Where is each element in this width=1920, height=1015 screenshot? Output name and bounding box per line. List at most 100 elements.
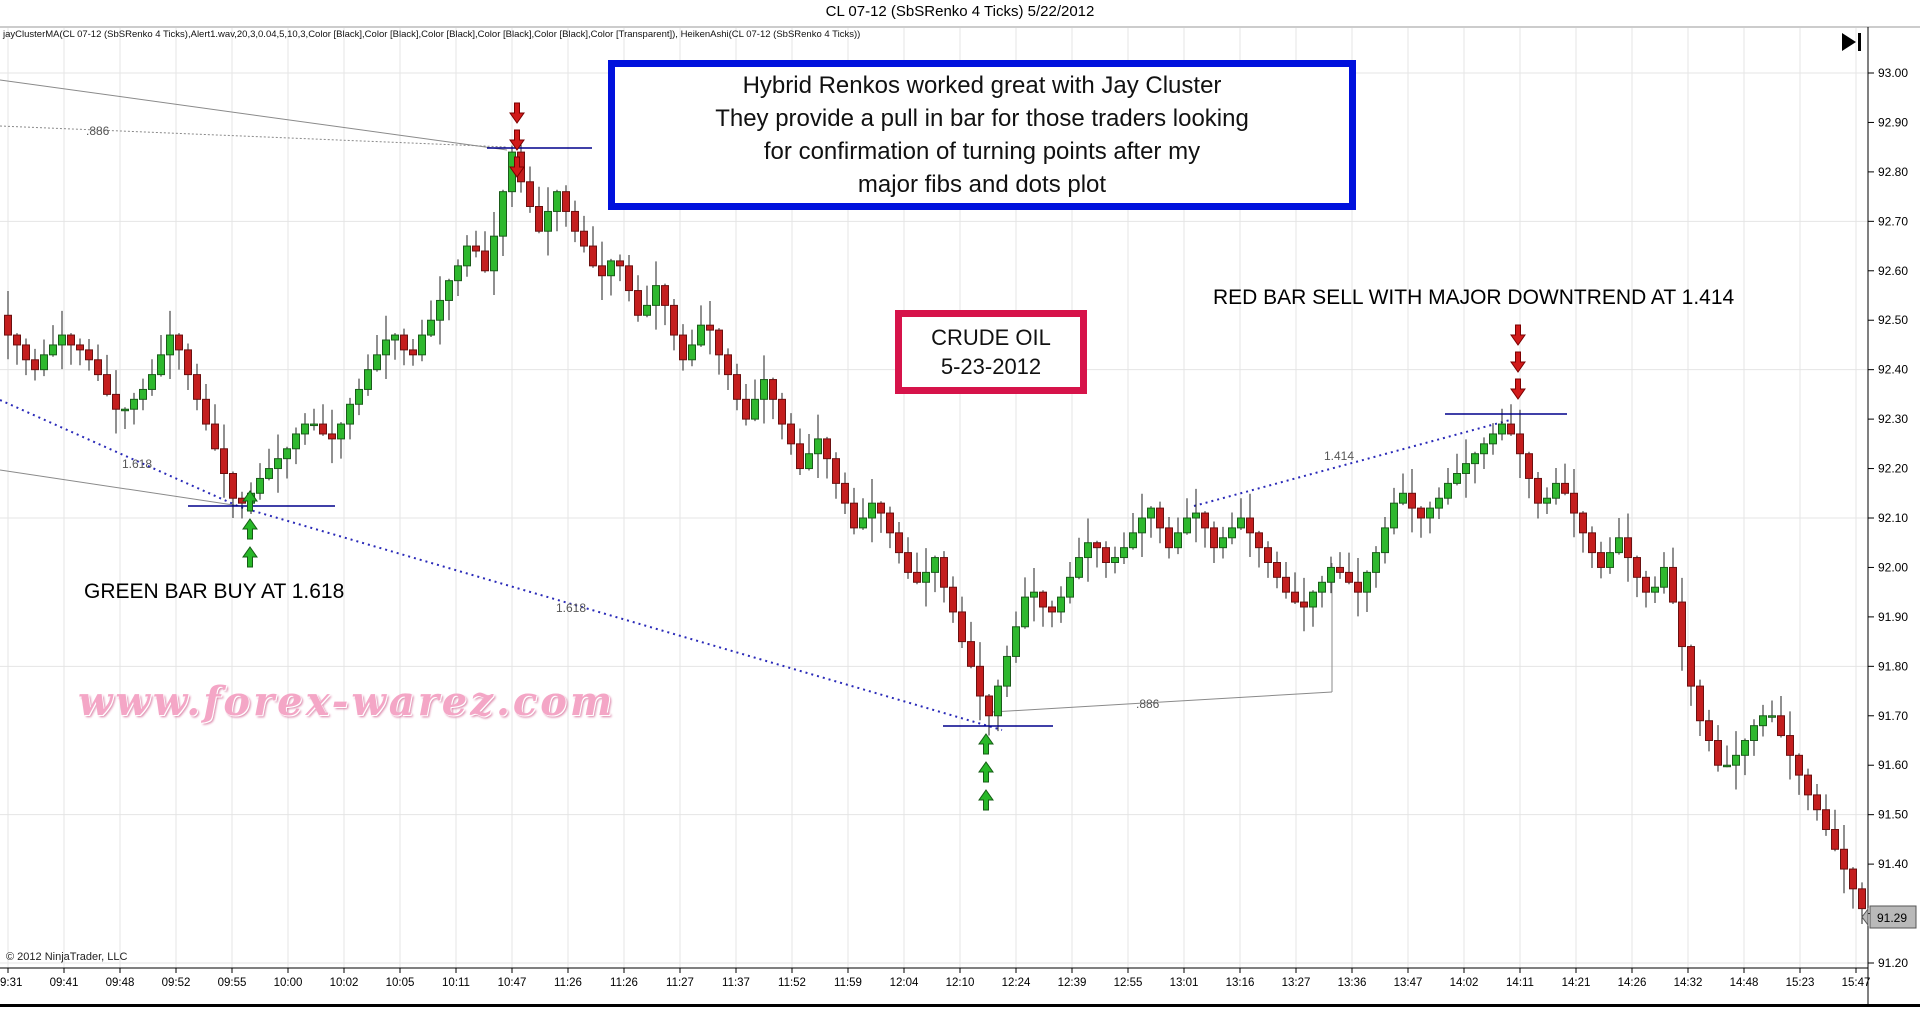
fib-ratio-label: 1.618: [122, 457, 152, 471]
candle-up: [1381, 527, 1389, 554]
candle-up: [1075, 557, 1083, 578]
candle-up: [139, 388, 147, 400]
dotted-trendline: [0, 399, 1003, 731]
candle-up: [697, 324, 705, 346]
candle-down: [211, 423, 219, 450]
candle-up: [1489, 433, 1497, 445]
candle-up: [274, 458, 282, 470]
candle-down: [1570, 492, 1578, 514]
candle-up: [1399, 492, 1407, 504]
candle-up: [364, 369, 372, 390]
candle-up: [544, 210, 552, 232]
candle-down: [850, 502, 858, 529]
price-tick-label: 92.50: [1878, 313, 1908, 327]
candle-down: [328, 433, 336, 440]
note-annotation-box: Hybrid Renkos worked great with Jay Clus…: [608, 60, 1356, 210]
price-tick-label: 92.10: [1878, 511, 1908, 525]
candle-down: [1633, 557, 1641, 578]
fib-projection-line: [0, 79, 508, 151]
candle-up: [382, 339, 390, 356]
candle-up: [445, 280, 453, 301]
candle-up: [859, 517, 867, 529]
candle-up: [652, 285, 660, 306]
chart-title: CL 07-12 (SbSRenko 4 Ticks) 5/22/2012: [825, 3, 1095, 20]
time-tick-label: 14:02: [1450, 977, 1479, 989]
candle-down: [715, 329, 723, 356]
candle-up: [1750, 725, 1758, 742]
time-tick-label: 09:48: [106, 977, 135, 989]
candle-up: [1030, 591, 1038, 598]
candle-down: [1786, 735, 1794, 756]
candle-down: [562, 191, 570, 212]
candle-down: [1714, 740, 1722, 766]
candle-up: [265, 468, 273, 479]
candle-up: [1021, 596, 1029, 628]
candle-down: [985, 695, 993, 717]
candle-down: [904, 552, 912, 573]
candle-up: [58, 334, 66, 346]
candle-up: [1741, 740, 1749, 756]
candle-down: [733, 374, 741, 400]
candle-up: [373, 354, 381, 371]
time-tick-label: 10:11: [442, 977, 470, 989]
buy-arrow-icon: [242, 546, 258, 568]
candle-down: [625, 265, 633, 292]
candle-down: [400, 334, 408, 351]
candle-up: [868, 502, 876, 519]
candle-down: [94, 359, 102, 376]
fib-ratio-label: .886: [1136, 697, 1160, 711]
candle-down: [1507, 423, 1515, 435]
candle-down: [1201, 512, 1209, 529]
candle-up: [1219, 537, 1227, 549]
candle-up: [283, 448, 291, 460]
note-line: They provide a pull in bar for those tra…: [715, 105, 1249, 132]
last-price-value: 91.29: [1877, 911, 1907, 925]
candle-down: [670, 304, 678, 336]
candle-down: [661, 285, 669, 306]
candle-up: [1003, 655, 1011, 687]
candle-up: [427, 319, 435, 336]
candle-down: [940, 557, 948, 588]
candle-down: [85, 349, 93, 361]
time-tick-label: 12:10: [946, 977, 975, 989]
candle-up: [1435, 497, 1443, 509]
candle-down: [202, 398, 210, 425]
candle-down: [1354, 581, 1362, 593]
candle-down: [1669, 566, 1677, 603]
watermark-text: www.forex-warez.com: [78, 678, 616, 725]
time-tick-label: 10:00: [274, 977, 303, 989]
time-tick-label: 13:36: [1338, 977, 1367, 989]
candle-down: [319, 423, 327, 435]
sell-arrow-icon: [1510, 378, 1526, 400]
buy-arrow-icon: [242, 490, 258, 512]
price-tick-label: 93.00: [1878, 66, 1908, 80]
time-tick-label: 11:26: [554, 977, 582, 989]
candle-up: [337, 423, 345, 440]
candle-down: [1678, 601, 1686, 648]
candle-down: [535, 206, 543, 232]
candle-down: [1345, 571, 1353, 583]
note-line: major fibs and dots plot: [857, 171, 1107, 198]
price-tick-label: 91.80: [1878, 659, 1908, 673]
time-tick-label: 14:32: [1674, 977, 1703, 989]
go-to-end-button[interactable]: [1836, 29, 1866, 55]
candle-down: [184, 349, 192, 376]
candle-up: [1660, 566, 1668, 588]
candle-down: [742, 398, 750, 420]
candle-up: [1129, 532, 1137, 549]
candle-up: [1138, 517, 1146, 534]
price-tick-label: 92.30: [1878, 412, 1908, 426]
buy-arrow-icon: [242, 518, 258, 540]
candle-down: [1795, 754, 1803, 776]
candle-down: [13, 334, 21, 346]
candle-up: [1192, 512, 1200, 519]
candle-down: [112, 393, 120, 410]
crude-oil-label: CRUDE OIL: [931, 325, 1051, 350]
candle-up: [40, 354, 48, 371]
candle-down: [472, 245, 480, 252]
candle-up: [1372, 552, 1380, 573]
candle-up: [391, 334, 399, 341]
candle-down: [778, 398, 786, 425]
price-tick-label: 92.80: [1878, 165, 1908, 179]
